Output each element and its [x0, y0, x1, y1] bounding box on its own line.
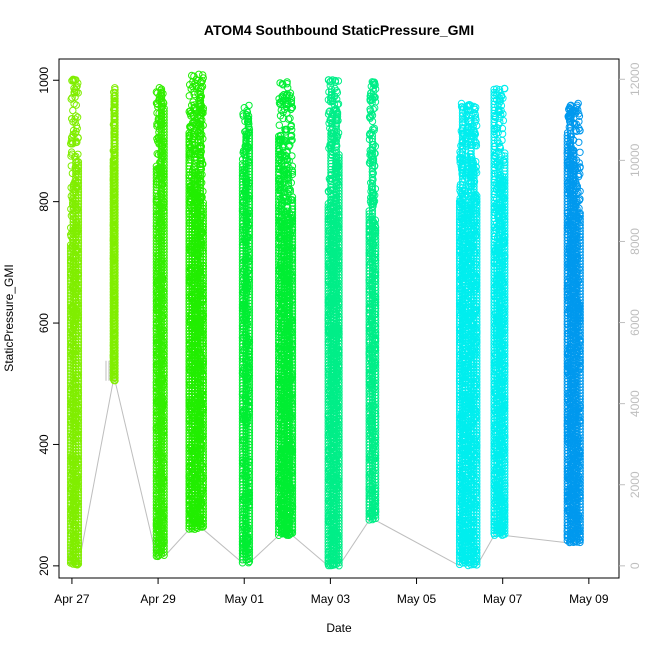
data-point	[73, 113, 82, 121]
track-line	[202, 529, 243, 564]
data-point	[111, 376, 119, 385]
track-line	[292, 535, 329, 567]
data-point	[73, 138, 81, 146]
data-point	[74, 557, 83, 565]
series-flight-3	[152, 84, 168, 561]
data-point	[153, 135, 161, 143]
data-point	[74, 133, 82, 142]
data-point	[73, 165, 81, 174]
track-line	[504, 535, 568, 544]
data-point	[69, 106, 77, 115]
data-point	[71, 93, 79, 101]
data-point	[67, 95, 75, 103]
data-point	[72, 112, 80, 120]
track-line	[249, 535, 280, 564]
data-point	[111, 373, 119, 382]
data-point	[73, 393, 82, 402]
data-point	[152, 99, 161, 108]
series-flight-1	[66, 75, 83, 569]
track-line	[163, 529, 190, 558]
data-point	[74, 560, 83, 568]
series-flight-2	[109, 84, 119, 385]
data-point	[69, 126, 78, 135]
track-line	[375, 519, 460, 567]
series-flight-4	[185, 70, 208, 533]
track-line	[114, 380, 157, 557]
track-line	[338, 520, 370, 567]
track-line	[77, 380, 114, 566]
data-point	[155, 84, 164, 92]
series-layer	[66, 70, 584, 570]
data-point	[74, 79, 82, 87]
data-point	[72, 83, 81, 92]
data-point	[73, 82, 81, 90]
data-point	[72, 101, 81, 109]
